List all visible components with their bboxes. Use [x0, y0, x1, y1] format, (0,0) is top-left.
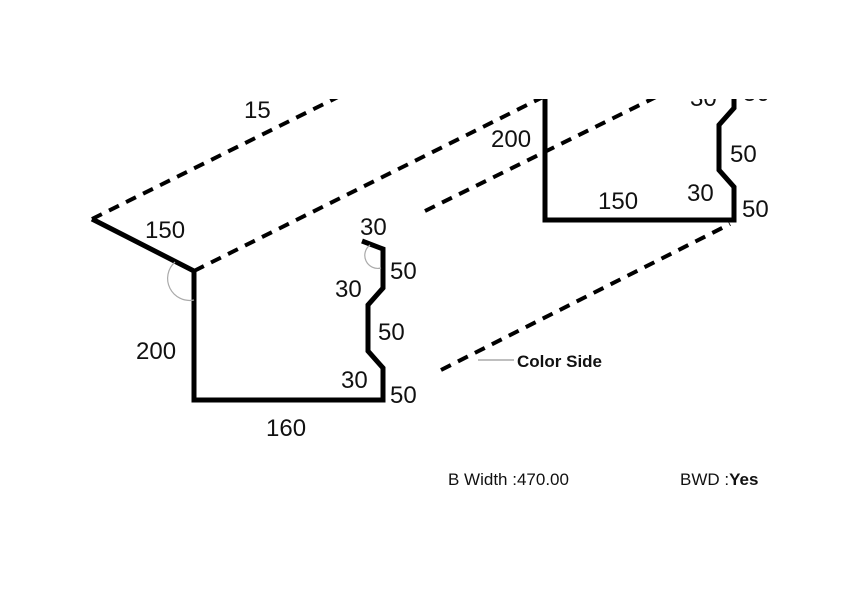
b-width-field: B Width :470.00	[448, 470, 569, 490]
dim-front-side-1: 30	[360, 214, 387, 241]
front-profile-outline	[90, 216, 386, 403]
dim-front-height: 200	[136, 338, 176, 365]
bwd-label: BWD :	[680, 470, 730, 489]
dim-front-side-3: 30	[335, 276, 362, 303]
extrusion-lines	[91, 99, 731, 372]
b-width-label: B Width :	[448, 470, 517, 489]
color-side-label: Color Side	[517, 352, 602, 371]
extrusion-line-right-top	[424, 99, 657, 213]
angle-arc-top-hem	[364, 244, 382, 269]
dim-front-side-4: 50	[378, 319, 405, 346]
dim-front-side-2: 50	[390, 258, 417, 285]
dim-front-base: 160	[266, 415, 306, 442]
dim-back-height: 200	[491, 126, 531, 153]
dim-front-side-6: 50	[390, 382, 417, 409]
back-profile-partial-label-top: 50	[743, 80, 770, 107]
extrusion-line-top-lip	[91, 99, 339, 221]
back-profile-outline	[542, 99, 737, 223]
dim-top-lip: 150	[145, 217, 185, 244]
extrusion-line-corner	[193, 99, 544, 273]
angle-arc-corner	[167, 261, 195, 302]
dim-back-side-2: 30	[687, 180, 714, 207]
dim-top-return: 15	[244, 97, 271, 124]
dim-back-side-3: 50	[742, 196, 769, 223]
back-profile-partial-label: 30	[690, 85, 717, 112]
dim-back-side-1: 50	[730, 141, 757, 168]
dim-front-side-5: 30	[341, 367, 368, 394]
bwd-value: Yes	[729, 470, 759, 489]
bwd-field: BWD :Yes	[680, 470, 758, 490]
dim-back-base: 150	[598, 188, 638, 215]
extrusion-line-bottom	[440, 222, 731, 372]
b-width-value: 470.00	[516, 470, 569, 489]
